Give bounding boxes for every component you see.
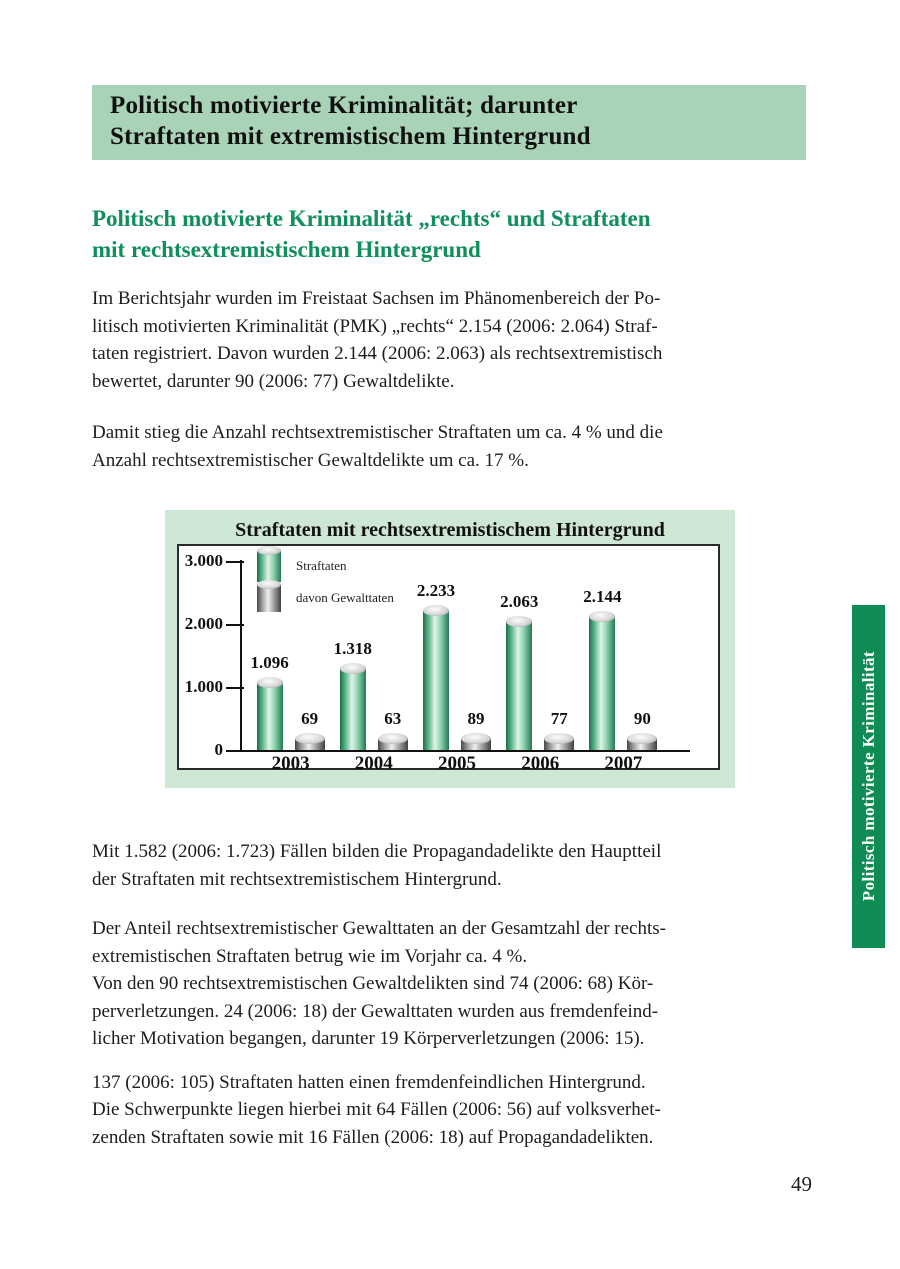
bar-straftaten-2005: 2.233 bbox=[417, 581, 455, 751]
bar-value-label: 2.063 bbox=[500, 592, 539, 612]
bar-value-label: 89 bbox=[467, 709, 485, 728]
cylinder-cap bbox=[461, 733, 491, 744]
y-tick-label: 1.000 bbox=[184, 677, 223, 696]
y-tick-mark bbox=[226, 687, 244, 689]
cylinder-cap bbox=[377, 733, 408, 744]
bar-gewalttaten-2003: 69 bbox=[294, 709, 325, 751]
legend-item-gewalttaten: davon Gewalttaten bbox=[257, 580, 394, 612]
bar-value-label: 1.096 bbox=[250, 652, 289, 672]
bar-value-label: 2.233 bbox=[416, 581, 456, 601]
bar-group-2007: 2.144 90 bbox=[582, 546, 665, 751]
cylinder-cap bbox=[256, 676, 283, 688]
y-tick-mark bbox=[226, 561, 244, 563]
sidebar-tab: Politisch motivierte Kriminalität bbox=[852, 605, 885, 948]
bar-value-label: 63 bbox=[384, 709, 402, 728]
y-tick-label: 0 bbox=[214, 740, 224, 759]
paragraph-xenophobic: 137 (2006: 105) Straftaten hatten einen … bbox=[92, 1071, 661, 1148]
cylinder-cap bbox=[423, 605, 449, 617]
legend-item-straftaten: Straftaten bbox=[257, 546, 394, 582]
bar-value-label: 1.318 bbox=[333, 638, 372, 658]
bar-value-label: 2.144 bbox=[583, 586, 622, 606]
y-tick-label: 3.000 bbox=[184, 551, 223, 570]
y-axis bbox=[240, 560, 242, 752]
bar-value-label: 77 bbox=[550, 709, 568, 728]
paragraph-report-figures: Im Berichtsjahr wurden im Freistaat Sach… bbox=[92, 288, 663, 392]
y-tick-mark bbox=[226, 624, 244, 626]
x-tick-label-2005: 2005 bbox=[438, 753, 476, 774]
bar-gewalttaten-2005: 89 bbox=[461, 709, 491, 751]
cylinder-cap bbox=[294, 733, 325, 744]
cylinder-cap bbox=[627, 733, 658, 744]
bar-straftaten-2004: 1.318 bbox=[334, 639, 372, 751]
bar-value-label: 69 bbox=[301, 709, 319, 728]
chart-legend: Straftaten davon Gewalttaten bbox=[257, 546, 394, 614]
bar-value-label: 90 bbox=[633, 709, 651, 728]
legend-swatch-gray-cylinder bbox=[257, 580, 281, 612]
bars-region: 1.096 69 1.318 63 2.233 89 2.063 77 2.144 90 bbox=[249, 546, 665, 751]
bar-group-2005: 2.233 89 bbox=[415, 546, 498, 751]
section-heading: Politisch motivierte Kriminalität „recht… bbox=[92, 206, 651, 262]
cylinder-cap bbox=[506, 616, 533, 628]
cylinder-cap bbox=[544, 733, 575, 744]
bar-group-2003: 1.096 69 bbox=[249, 546, 332, 751]
bar-straftaten-2007: 2.144 bbox=[583, 587, 622, 751]
bar-gewalttaten-2006: 77 bbox=[544, 709, 575, 751]
cylinder-cap bbox=[257, 546, 281, 555]
x-axis-labels: 2003 2004 2005 2006 2007 bbox=[249, 753, 665, 775]
bar-group-2006: 2.063 77 bbox=[499, 546, 582, 751]
page-content: Politisch motivierte Kriminalität „recht… bbox=[92, 203, 806, 1151]
paragraph-violence-share: Der Anteil rechtsextremistischer Gewaltt… bbox=[92, 918, 666, 1049]
x-tick-label-2003: 2003 bbox=[271, 753, 310, 774]
chart-plot-area: 0 1.000 2.000 3.000 Straftaten davon Gewaltt… bbox=[177, 544, 720, 774]
x-tick-label-2006: 2006 bbox=[521, 753, 560, 774]
y-tick-label: 2.000 bbox=[184, 614, 223, 633]
sidebar-tab-label: Politisch motivierte Kriminalität bbox=[858, 651, 878, 902]
legend-swatch-green-cylinder bbox=[257, 546, 281, 582]
page-number: 49 bbox=[791, 1172, 812, 1196]
bar-gewalttaten-2004: 63 bbox=[377, 709, 408, 751]
paragraph-increase: Damit stieg die Anzahl rechtsextremistis… bbox=[92, 422, 663, 471]
cylinder-cap bbox=[589, 610, 616, 622]
x-axis bbox=[240, 750, 690, 752]
bar-group-2004: 1.318 63 bbox=[332, 546, 415, 751]
bar-gewalttaten-2007: 90 bbox=[627, 709, 658, 751]
cylinder-cap bbox=[257, 580, 281, 589]
paragraph-propaganda: Mit 1.582 (2006: 1.723) Fällen bilden di… bbox=[92, 841, 662, 890]
legend-label: davon Gewalttaten bbox=[296, 590, 394, 605]
bar-straftaten-2003: 1.096 bbox=[250, 653, 289, 751]
chart-title: Straftaten mit rechtsextremistischem Hin… bbox=[235, 519, 665, 541]
y-tick-mark bbox=[226, 750, 244, 752]
bar-chart: Straftaten mit rechtsextremistischem Hin… bbox=[165, 510, 735, 788]
bar-straftaten-2006: 2.063 bbox=[500, 592, 538, 751]
cylinder-cap bbox=[339, 662, 366, 674]
legend-label: Straftaten bbox=[296, 558, 347, 573]
x-tick-label-2007: 2007 bbox=[604, 753, 643, 774]
page-title: Politisch motivierte Kriminalität; darun… bbox=[110, 92, 591, 150]
page-title-banner: Politisch motivierte Kriminalität; darun… bbox=[92, 85, 806, 160]
x-tick-label-2004: 2004 bbox=[354, 753, 393, 774]
